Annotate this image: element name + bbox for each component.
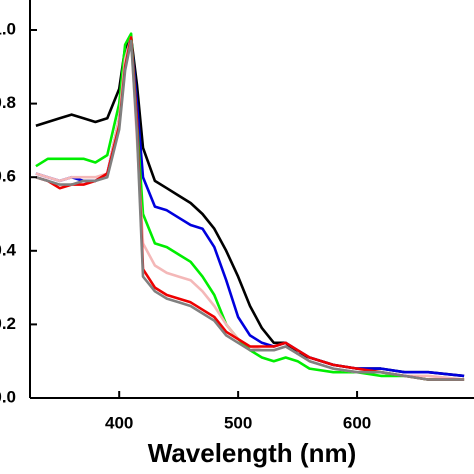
y-tick-label: 0.0 [0,387,16,406]
spectrum-line [35,32,465,381]
spectrum-line [35,36,465,378]
y-tick-label: 1.0 [0,19,16,38]
x-tick-label: 500 [224,413,252,432]
y-tick-label: 0.8 [0,93,16,112]
spectrum-line [35,36,465,381]
spectrum-line [35,36,465,381]
spectrum-line [35,36,465,378]
y-tick-label: 0.4 [0,240,17,259]
x-tick-label: 600 [343,413,371,432]
y-tick-label: 0.6 [0,167,16,186]
x-axis-label: Wavelength (nm) [148,438,356,468]
spectrum-line [35,39,465,381]
y-tick-label: 0.2 [0,314,16,333]
x-tick-label: 400 [105,413,133,432]
